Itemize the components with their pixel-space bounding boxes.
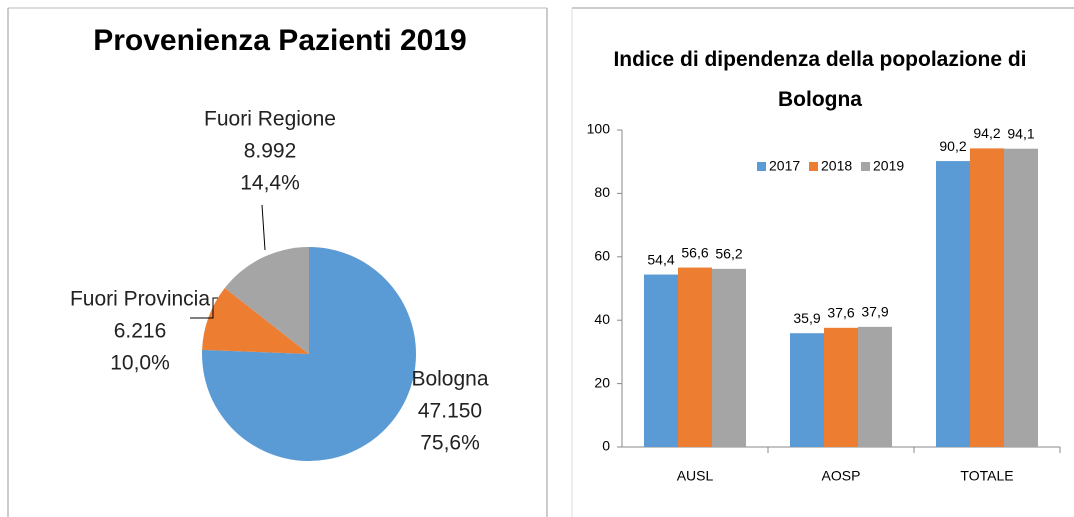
y-tick-label: 60: [594, 248, 610, 264]
pie-label: Bologna: [411, 368, 488, 391]
bar: [824, 327, 858, 447]
legend-label: 2018: [821, 158, 852, 174]
leader-line: [190, 297, 218, 319]
pie-percent-label: 10,0%: [110, 352, 170, 375]
legend-swatch: [757, 162, 766, 171]
legend-swatch: [861, 162, 870, 171]
x-tick-label: AUSL: [677, 468, 714, 484]
bar: [712, 268, 746, 447]
pie-label: Fuori Regione: [204, 108, 336, 131]
bar-value-label: 37,9: [861, 304, 888, 320]
legend-label: 2017: [769, 158, 800, 174]
x-tick-label: AOSP: [822, 468, 861, 484]
x-tick-label: TOTALE: [960, 468, 1013, 484]
bar-value-label: 35,9: [793, 310, 820, 326]
pie-percent-label: 75,6%: [420, 432, 480, 455]
bar-value-label: 94,1: [1007, 125, 1034, 141]
pie-label: Fuori Provincia: [70, 288, 210, 311]
y-tick-label: 80: [594, 184, 610, 200]
y-tick-label: 100: [587, 121, 611, 137]
bar-title: Indice di dipendenza della popolazione d…: [613, 48, 1027, 111]
bar-value-label: 54,4: [647, 251, 674, 267]
bar: [970, 148, 1004, 448]
bar: [644, 274, 678, 447]
bar: [678, 267, 712, 447]
bar: [790, 333, 824, 447]
legend-label: 2019: [873, 158, 904, 174]
y-tick-label: 20: [594, 374, 610, 390]
bar-value-label: 94,2: [973, 125, 1000, 141]
legend-swatch: [809, 162, 818, 171]
pie-percent-label: 14,4%: [240, 172, 300, 195]
bar-value-label: 56,2: [715, 246, 742, 262]
pie-value-label: 8.992: [244, 140, 297, 163]
leader-line: [261, 204, 266, 251]
bar: [858, 326, 892, 447]
bar-value-label: 37,6: [827, 305, 854, 321]
y-tick-label: 0: [602, 438, 610, 454]
pie-value-label: 47.150: [418, 400, 482, 423]
bar: [936, 161, 970, 448]
bar-value-label: 56,6: [681, 244, 708, 260]
pie-title: Provenienza Pazienti 2019: [93, 24, 467, 57]
pie-slice: [224, 247, 309, 354]
bar-value-label: 90,2: [939, 138, 966, 154]
pie-value-label: 6.216: [114, 320, 167, 343]
y-tick-label: 40: [594, 311, 610, 327]
pie-slice: [202, 287, 309, 354]
bar: [1004, 148, 1038, 447]
